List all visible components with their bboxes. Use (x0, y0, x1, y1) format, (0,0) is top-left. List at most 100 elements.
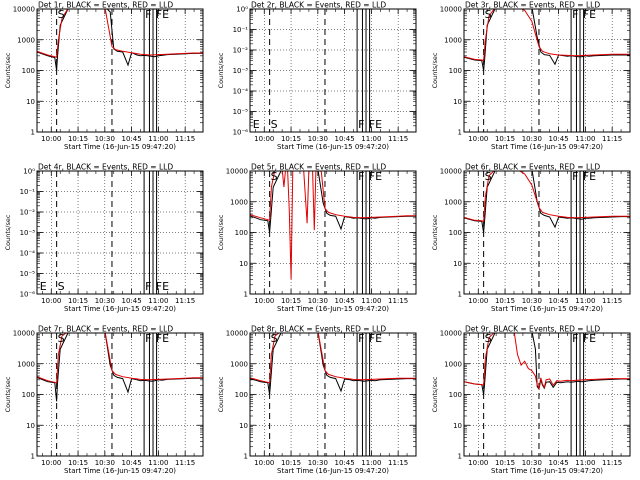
x-tick-label: 11:00 (361, 135, 381, 143)
marker-label-fe: FE (583, 332, 596, 345)
x-tick-label: 11:15 (175, 297, 195, 305)
series-group (464, 333, 630, 395)
marker-label-s: S (271, 170, 278, 183)
panel-frame (36, 8, 204, 133)
panel-det-9: Det 9r, BLACK = Events, RED = LLD 1 10 100 1… (431, 325, 631, 475)
x-tick-label: 10:30 (308, 297, 328, 305)
x-axis-label: Start Time (16-Jun-15 09:47:20) (277, 467, 389, 475)
x-tick-label: 10:15 (68, 459, 88, 467)
lld-series-line (464, 333, 630, 390)
series-group (37, 333, 203, 402)
panel-title: Det 2r, BLACK = Events, RED = LLD (251, 1, 386, 10)
y-tick-label: 10 (453, 260, 462, 268)
marker-label-fe: FE (369, 118, 382, 131)
series-group (250, 333, 416, 395)
x-tick-label: 10:45 (122, 459, 142, 467)
lld-series-line (37, 9, 203, 58)
x-tick-label: 11:00 (575, 297, 595, 305)
x-tick-label: 10:45 (549, 459, 569, 467)
panel-title: Det 1r, BLACK = Events, RED = LLD (38, 1, 173, 10)
x-tick-label: 11:00 (148, 459, 168, 467)
y-tick-label: 10 (453, 98, 462, 106)
marker-label-fe: FE (583, 170, 596, 183)
y-tick-label: 10⁻³ (233, 67, 249, 75)
y-tick-label: 1000 (230, 360, 248, 368)
marker-label-s: S (485, 332, 492, 345)
y-tick-label: 10000 (226, 330, 248, 338)
y-axis-label: Counts/sec (4, 52, 12, 88)
y-tick-label: 10⁻¹ (233, 26, 249, 34)
x-tick-label: 10:30 (522, 297, 542, 305)
panel-title: Det 7r, BLACK = Events, RED = LLD (38, 325, 173, 334)
series-group (250, 171, 416, 280)
y-tick-label: 10⁻² (20, 209, 36, 217)
events-series-line (250, 171, 416, 233)
panel-det-1: Det 1r, BLACK = Events, RED = LLD 1 10 100 1… (4, 1, 204, 151)
x-tick-label: 10:00 (41, 459, 61, 467)
y-tick-label: 1 (31, 129, 35, 137)
x-tick-label: 10:45 (122, 297, 142, 305)
x-tick-label: 11:15 (602, 459, 622, 467)
x-tick-label: 10:00 (468, 135, 488, 143)
y-tick-label: 10000 (226, 168, 248, 176)
x-tick-label: 11:15 (175, 459, 195, 467)
x-axis-label: Start Time (16-Jun-15 09:47:20) (491, 143, 603, 151)
y-tick-label: 1 (458, 291, 462, 299)
x-tick-label: 10:45 (335, 297, 355, 305)
x-tick-label: 11:15 (388, 459, 408, 467)
y-tick-label: 10⁻⁴ (20, 250, 36, 258)
x-axis-label: Start Time (16-Jun-15 09:47:20) (277, 305, 389, 313)
series-group (464, 9, 630, 71)
x-tick-label: 11:15 (388, 297, 408, 305)
marker-label-f: F (358, 118, 364, 131)
panel-title: Det 5r, BLACK = Events, RED = LLD (251, 163, 386, 172)
y-tick-label: 100 (449, 67, 462, 75)
panel-frame (36, 170, 204, 295)
x-axis-label: Start Time (16-Jun-15 09:47:20) (64, 143, 176, 151)
x-tick-label: 10:00 (41, 135, 61, 143)
x-tick-label: 11:00 (575, 135, 595, 143)
y-tick-label: 1 (458, 129, 462, 137)
y-axis-label: Counts/sec (431, 214, 439, 250)
x-tick-label: 10:45 (549, 297, 569, 305)
y-tick-label: 1 (244, 453, 248, 461)
marker-label-s: S (58, 332, 65, 345)
marker-label-e: E (40, 280, 47, 293)
panel-frame (463, 332, 631, 457)
y-tick-label: 10000 (13, 6, 35, 14)
y-tick-label: 10000 (440, 168, 462, 176)
y-tick-label: 1000 (230, 198, 248, 206)
marker-label-f: F (358, 170, 364, 183)
x-tick-label: 10:00 (254, 297, 274, 305)
y-axis-label: Counts/sec (217, 376, 225, 412)
marker-label-fe: FE (156, 332, 169, 345)
y-tick-label: 10⁻³ (20, 229, 36, 237)
y-axis-label: Counts/sec (431, 52, 439, 88)
panel-title: Det 9r, BLACK = Events, RED = LLD (465, 325, 600, 334)
x-tick-label: 10:30 (95, 135, 115, 143)
x-tick-label: 10:15 (281, 135, 301, 143)
x-tick-label: 11:00 (361, 459, 381, 467)
lld-series-line (464, 171, 630, 223)
y-tick-label: 1000 (444, 36, 462, 44)
series-group (464, 171, 630, 233)
x-tick-label: 10:00 (468, 459, 488, 467)
y-tick-label: 10⁻⁶ (20, 291, 36, 299)
panel-det-4: Det 4r, BLACK = Events, RED = LLD 10⁻⁶ 10⁻… (4, 163, 204, 313)
lld-series-line (250, 333, 416, 384)
x-tick-label: 10:15 (495, 459, 515, 467)
series-group (37, 9, 203, 71)
panel-frame (249, 8, 417, 133)
y-tick-label: 1 (31, 453, 35, 461)
marker-label-s: S (271, 332, 278, 345)
x-tick-label: 10:45 (335, 135, 355, 143)
y-tick-label: 1 (458, 453, 462, 461)
y-tick-label: 1000 (444, 360, 462, 368)
y-tick-label: 100 (235, 391, 248, 399)
events-series-line (464, 171, 630, 233)
y-tick-label: 10⁻² (233, 47, 249, 55)
y-axis-label: Counts/sec (4, 376, 12, 412)
marker-label-f: F (145, 280, 151, 293)
marker-label-f: F (358, 332, 364, 345)
